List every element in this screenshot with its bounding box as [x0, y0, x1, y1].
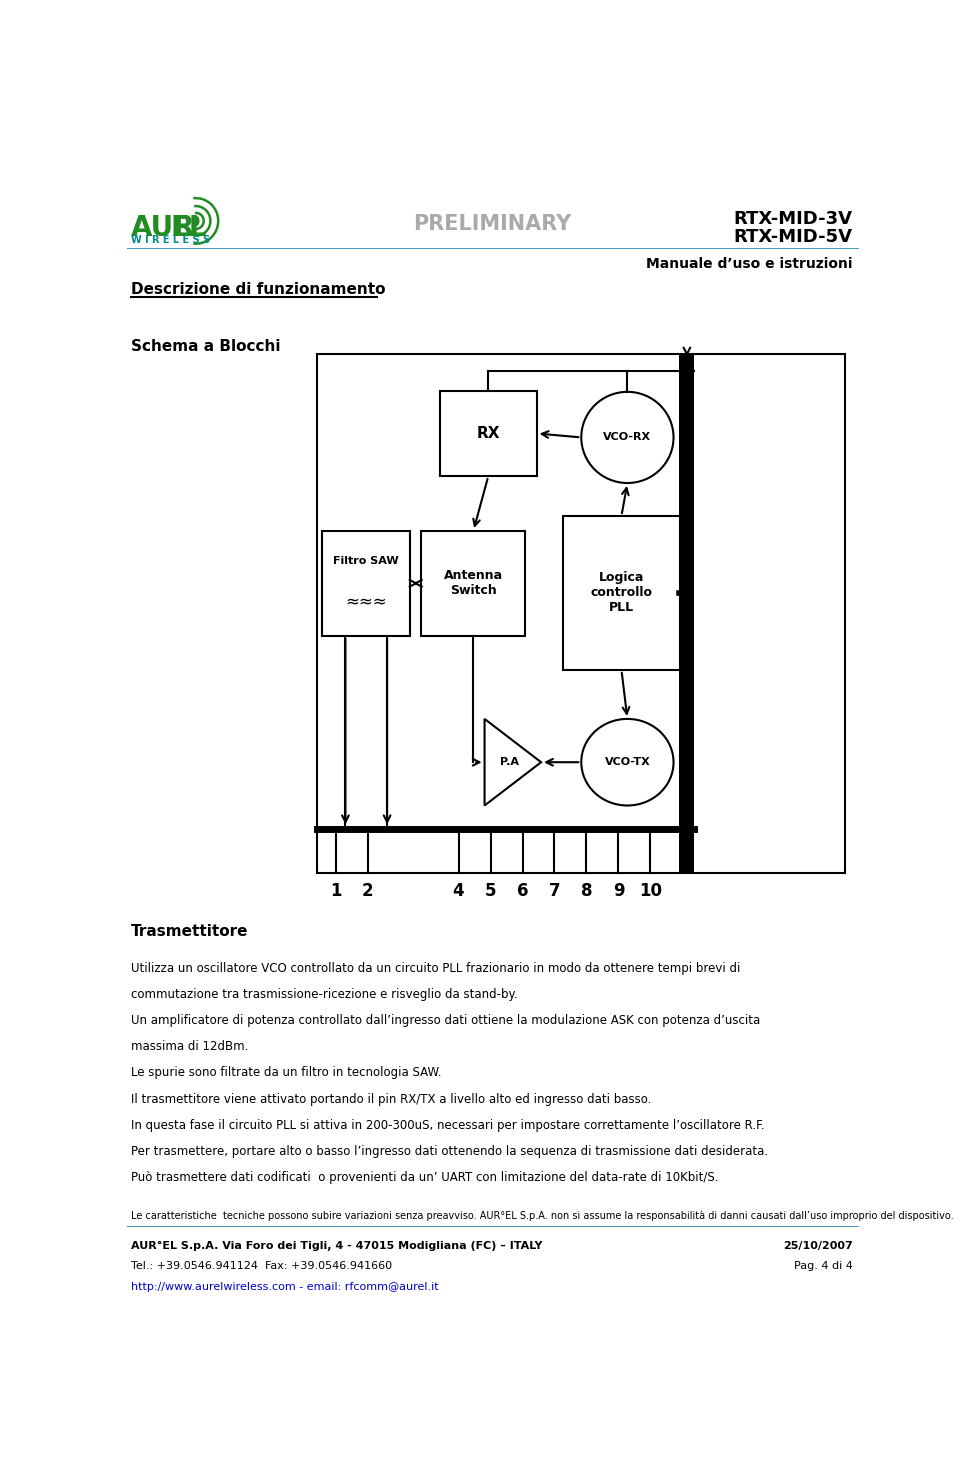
Text: massima di 12dBm.: massima di 12dBm.: [132, 1040, 249, 1054]
Text: Le caratteristiche  tecniche possono subire variazioni senza preavviso. AUR°EL S: Le caratteristiche tecniche possono subi…: [132, 1211, 954, 1221]
Text: Tel.: +39.0546.941124  Fax: +39.0546.941660: Tel.: +39.0546.941124 Fax: +39.0546.9416…: [132, 1261, 393, 1271]
Text: commutazione tra trasmissione-ricezione e risveglio da stand-by.: commutazione tra trasmissione-ricezione …: [132, 987, 517, 1000]
Text: 8: 8: [581, 882, 592, 900]
Text: Trasmettitore: Trasmettitore: [132, 924, 249, 938]
FancyBboxPatch shape: [317, 354, 846, 873]
FancyBboxPatch shape: [680, 354, 694, 873]
Text: P.A: P.A: [500, 758, 519, 767]
Text: Può trasmettere dati codificati  o provenienti da un’ UART con limitazione del d: Può trasmettere dati codificati o proven…: [132, 1171, 719, 1184]
Text: 5: 5: [485, 882, 496, 900]
Text: Manuale d’uso e istruzioni: Manuale d’uso e istruzioni: [646, 258, 852, 271]
Text: ≈≈≈: ≈≈≈: [346, 592, 387, 611]
Text: Logica
controllo
PLL: Logica controllo PLL: [590, 571, 653, 614]
Text: VCO-RX: VCO-RX: [603, 432, 652, 443]
Text: Antenna
Switch: Antenna Switch: [444, 570, 503, 598]
Text: Utilizza un oscillatore VCO controllato da un circuito PLL frazionario in modo d: Utilizza un oscillatore VCO controllato …: [132, 962, 740, 975]
Text: Per trasmettere, portare alto o basso l’ingresso dati ottenendo la sequenza di t: Per trasmettere, portare alto o basso l’…: [132, 1146, 768, 1159]
Text: 10: 10: [639, 882, 662, 900]
Text: http://www.aurelwireless.com - email: rfcomm@aurel.it: http://www.aurelwireless.com - email: rf…: [132, 1282, 439, 1292]
Text: AUR: AUR: [132, 215, 196, 243]
FancyBboxPatch shape: [421, 531, 525, 636]
Text: 1: 1: [330, 882, 342, 900]
Circle shape: [193, 216, 199, 225]
Text: EL: EL: [171, 215, 207, 243]
Text: PRELIMINARY: PRELIMINARY: [413, 215, 571, 234]
Text: 9: 9: [612, 882, 624, 900]
Text: In questa fase il circuito PLL si attiva in 200-300uS, necessari per impostare c: In questa fase il circuito PLL si attiva…: [132, 1119, 765, 1132]
Text: VCO-TX: VCO-TX: [605, 758, 650, 767]
FancyBboxPatch shape: [440, 391, 537, 477]
Text: 2: 2: [362, 882, 373, 900]
Text: 6: 6: [516, 882, 528, 900]
Text: Un amplificatore di potenza controllato dall’ingresso dati ottiene la modulazion: Un amplificatore di potenza controllato …: [132, 1014, 760, 1027]
Ellipse shape: [581, 719, 674, 805]
Text: Il trasmettitore viene attivato portando il pin RX/TX a livello alto ed ingresso: Il trasmettitore viene attivato portando…: [132, 1092, 652, 1106]
Text: Pag. 4 di 4: Pag. 4 di 4: [794, 1261, 852, 1271]
FancyBboxPatch shape: [323, 531, 410, 636]
Text: Filtro SAW: Filtro SAW: [333, 555, 399, 565]
Text: AUR°EL S.p.A. Via Foro dei Tigli, 4 - 47015 Modigliana (FC) – ITALY: AUR°EL S.p.A. Via Foro dei Tigli, 4 - 47…: [132, 1240, 542, 1251]
Text: RX: RX: [476, 426, 500, 441]
FancyBboxPatch shape: [563, 517, 681, 670]
Text: 4: 4: [453, 882, 465, 900]
Text: RTX-MID-5V: RTX-MID-5V: [733, 228, 852, 246]
Text: Descrizione di funzionamento: Descrizione di funzionamento: [132, 283, 386, 297]
Polygon shape: [485, 719, 541, 805]
Text: 7: 7: [549, 882, 561, 900]
Ellipse shape: [581, 392, 674, 482]
Text: Schema a Blocchi: Schema a Blocchi: [132, 339, 280, 354]
Text: 25/10/2007: 25/10/2007: [783, 1240, 852, 1251]
Text: Le spurie sono filtrate da un filtro in tecnologia SAW.: Le spurie sono filtrate da un filtro in …: [132, 1067, 442, 1079]
Text: W I R E L E S S: W I R E L E S S: [132, 234, 210, 244]
Text: RTX-MID-3V: RTX-MID-3V: [733, 210, 852, 228]
